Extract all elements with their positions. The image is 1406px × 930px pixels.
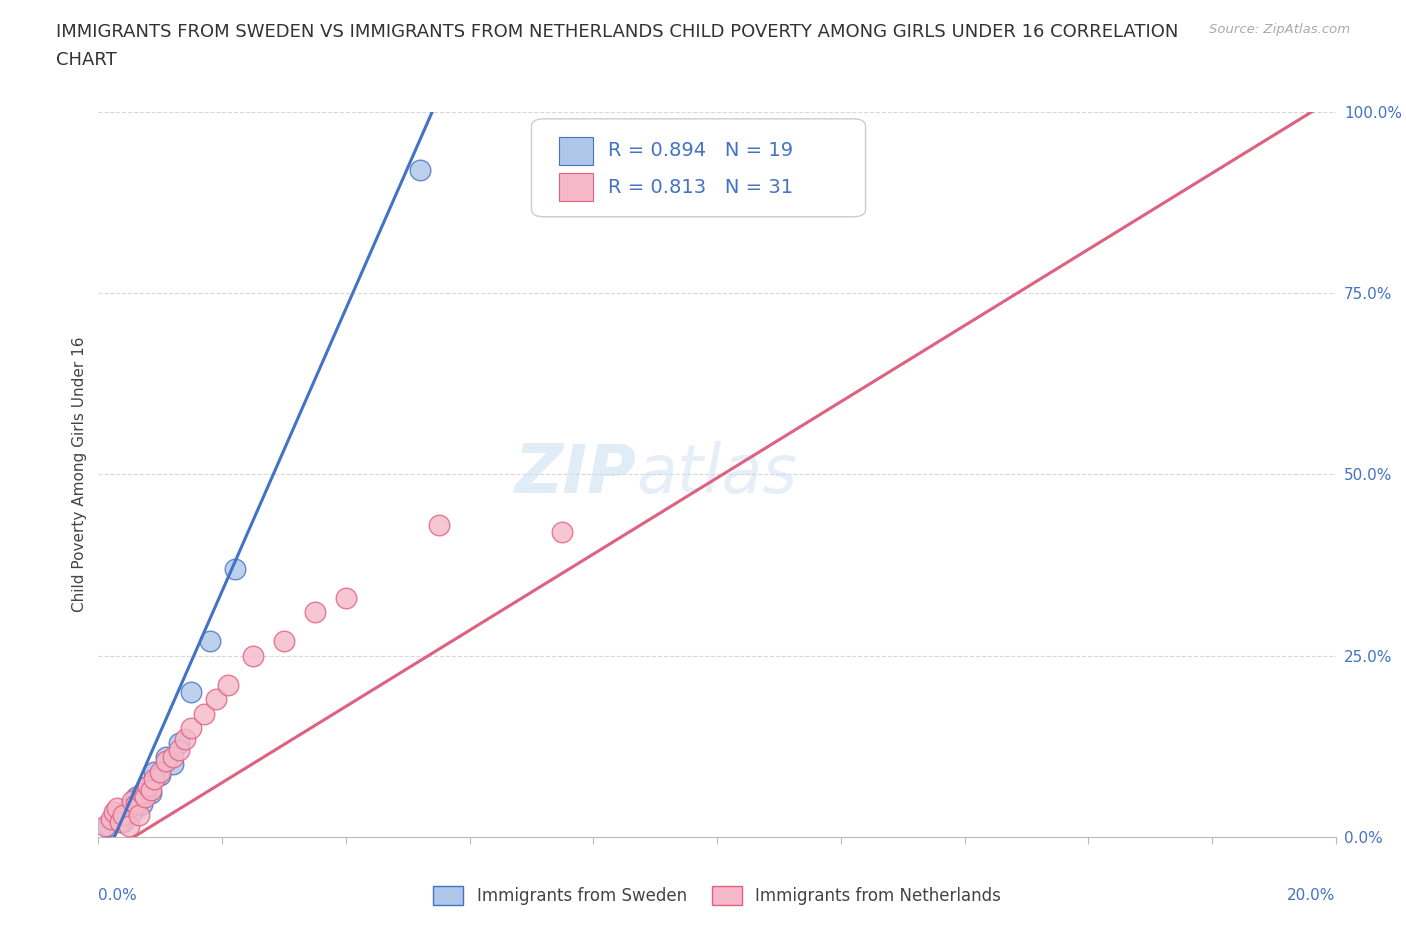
Text: Source: ZipAtlas.com: Source: ZipAtlas.com [1209, 23, 1350, 36]
Point [193, 706, 215, 721]
Point [139, 786, 162, 801]
Point [167, 742, 190, 757]
Point [100, 811, 122, 827]
Point [128, 808, 150, 823]
Point [103, 804, 125, 819]
Point [105, 801, 128, 816]
Point [224, 561, 246, 576]
Point [103, 811, 125, 827]
Point [155, 753, 177, 768]
Point [121, 804, 143, 819]
Point [427, 518, 450, 533]
Text: CHART: CHART [56, 51, 117, 69]
Point [409, 162, 432, 177]
Text: atlas: atlas [637, 442, 797, 507]
Point [242, 648, 264, 663]
Text: R = 0.813   N = 31: R = 0.813 N = 31 [609, 178, 793, 196]
Point [124, 790, 146, 804]
Point [205, 692, 228, 707]
Text: R = 0.894   N = 19: R = 0.894 N = 19 [609, 141, 793, 160]
Point [180, 684, 202, 699]
Text: 20.0%: 20.0% [1288, 888, 1336, 903]
Point [105, 808, 128, 823]
Point [198, 633, 221, 648]
Point [143, 772, 166, 787]
Point [149, 764, 172, 779]
Point [167, 736, 190, 751]
Point [134, 790, 156, 804]
Point [118, 818, 141, 833]
Point [551, 525, 574, 539]
Point [108, 815, 131, 830]
Y-axis label: Child Poverty Among Girls Under 16: Child Poverty Among Girls Under 16 [72, 337, 87, 612]
FancyBboxPatch shape [531, 119, 866, 217]
Text: ZIP: ZIP [515, 442, 637, 507]
Point [139, 782, 162, 797]
Point [112, 808, 135, 823]
Point [131, 786, 153, 801]
Point [112, 815, 135, 830]
Point [174, 732, 197, 747]
Bar [558, 137, 593, 165]
Point [304, 604, 326, 619]
Point [149, 768, 172, 783]
Point [121, 793, 143, 808]
Point [335, 591, 357, 605]
Text: IMMIGRANTS FROM SWEDEN VS IMMIGRANTS FROM NETHERLANDS CHILD POVERTY AMONG GIRLS : IMMIGRANTS FROM SWEDEN VS IMMIGRANTS FRO… [56, 23, 1178, 41]
Point [93, 818, 115, 833]
Point [273, 633, 295, 648]
Point [124, 797, 146, 812]
Text: 0.0%: 0.0% [98, 888, 138, 903]
Point [131, 797, 153, 812]
Point [97, 818, 120, 833]
Point [162, 750, 184, 764]
Point [118, 801, 141, 816]
Point [136, 778, 159, 793]
Legend: Immigrants from Sweden, Immigrants from Netherlands: Immigrants from Sweden, Immigrants from … [426, 880, 1008, 912]
Point [217, 677, 239, 692]
Point [136, 778, 159, 793]
Point [180, 721, 202, 736]
Point [830, 140, 852, 155]
Point [155, 750, 177, 764]
Point [143, 764, 166, 779]
Bar [558, 173, 593, 201]
Point [162, 757, 184, 772]
